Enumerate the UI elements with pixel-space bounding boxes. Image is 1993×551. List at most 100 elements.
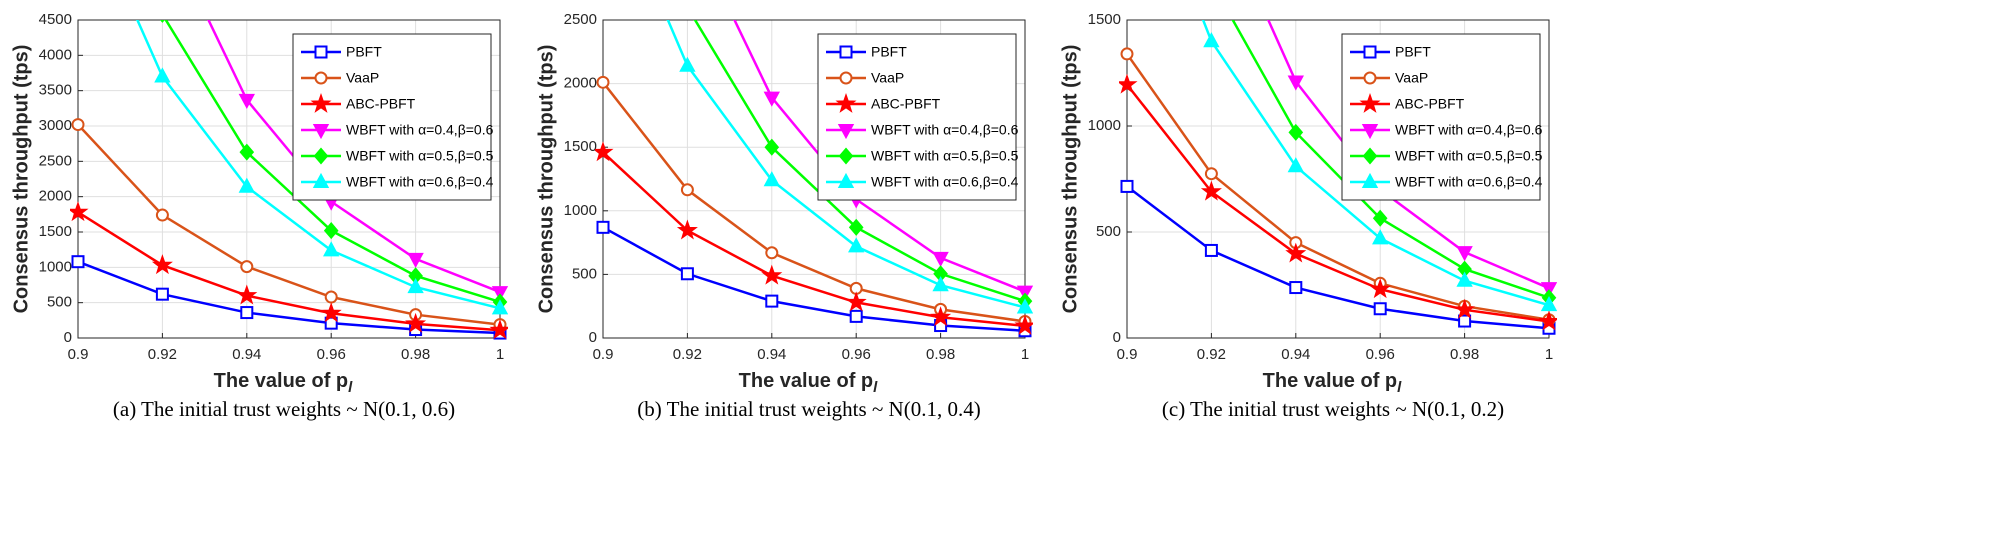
marker bbox=[837, 172, 855, 188]
marker bbox=[1288, 123, 1304, 141]
legend-label: WBFT with α=0.4,β=0.6 bbox=[1395, 122, 1543, 138]
marker bbox=[238, 93, 255, 109]
marker bbox=[837, 124, 855, 140]
marker bbox=[1373, 302, 1387, 316]
marker bbox=[240, 260, 254, 274]
marker bbox=[1200, 180, 1222, 201]
marker bbox=[1359, 92, 1381, 113]
marker bbox=[1287, 75, 1304, 91]
marker bbox=[1204, 167, 1218, 181]
marker bbox=[491, 286, 508, 302]
marker bbox=[405, 312, 427, 333]
marker bbox=[765, 294, 779, 308]
y-tick-label: 4500 bbox=[39, 11, 72, 28]
marker bbox=[313, 147, 329, 165]
marker bbox=[676, 219, 698, 240]
y-tick-label: 1500 bbox=[39, 223, 72, 240]
series-line bbox=[1125, 53, 1550, 322]
marker bbox=[680, 267, 694, 281]
y-tick-label: 1500 bbox=[1088, 11, 1121, 28]
marker bbox=[1361, 124, 1379, 140]
x-label-text: The value of p bbox=[214, 370, 348, 392]
y-tick-label: 4000 bbox=[39, 46, 72, 63]
marker bbox=[595, 141, 614, 162]
marker bbox=[764, 138, 780, 156]
caption: (a) The initial trust weights ~ N(0.1, 0… bbox=[113, 397, 455, 421]
x-tick-label: 0.9 bbox=[1117, 346, 1138, 363]
y-tick-label: 1000 bbox=[564, 202, 597, 219]
axes-box bbox=[602, 19, 1026, 339]
marker bbox=[407, 278, 424, 294]
x-tick-label: 0.92 bbox=[1197, 346, 1226, 363]
marker bbox=[932, 276, 949, 292]
x-tick-label: 0.96 bbox=[1366, 346, 1395, 363]
x-tick-label: 0.92 bbox=[148, 346, 177, 363]
marker bbox=[1538, 310, 1557, 331]
x-tick-label: 0.94 bbox=[232, 346, 261, 363]
plot-area bbox=[70, 20, 508, 340]
marker bbox=[236, 284, 258, 305]
marker bbox=[1016, 285, 1033, 301]
legend-box bbox=[817, 33, 1017, 201]
marker bbox=[1540, 282, 1557, 298]
marker bbox=[1285, 242, 1307, 263]
legend-label: WBFT with α=0.5,β=0.5 bbox=[1395, 148, 1543, 164]
marker bbox=[596, 220, 610, 234]
y-tick-label: 2000 bbox=[39, 188, 72, 205]
marker bbox=[70, 201, 89, 222]
x-label-text: The value of p bbox=[739, 370, 873, 392]
marker bbox=[765, 246, 779, 260]
marker bbox=[1203, 32, 1220, 48]
marker bbox=[1204, 243, 1218, 257]
marker bbox=[932, 251, 949, 267]
y-tick-label: 500 bbox=[47, 294, 72, 311]
series-line bbox=[666, 20, 1026, 309]
y-tick-label: 500 bbox=[1096, 223, 1121, 240]
y-tick-label: 0 bbox=[589, 329, 597, 346]
x-tick-label: 1 bbox=[1545, 346, 1553, 363]
series-line bbox=[77, 260, 501, 335]
y-tick-label: 3000 bbox=[39, 117, 72, 134]
x-tick-label: 0.98 bbox=[401, 346, 430, 363]
marker bbox=[240, 306, 254, 320]
y-tick-label: 500 bbox=[572, 265, 597, 282]
series-line bbox=[1126, 185, 1550, 330]
marker bbox=[1120, 47, 1134, 61]
axes-box bbox=[1126, 19, 1550, 339]
marker bbox=[1456, 271, 1473, 287]
legend-label: WBFT with α=0.6,β=0.4 bbox=[1395, 174, 1543, 190]
y-tick-label: 3500 bbox=[39, 82, 72, 99]
marker bbox=[1120, 179, 1134, 193]
marker bbox=[310, 92, 332, 113]
y-tick-label: 1500 bbox=[564, 138, 597, 155]
marker bbox=[679, 56, 696, 72]
legend-box bbox=[1341, 33, 1541, 201]
marker bbox=[1540, 296, 1557, 312]
marker bbox=[71, 118, 85, 132]
marker bbox=[930, 306, 952, 327]
x-tick-label: 0.94 bbox=[1281, 346, 1310, 363]
y-tick-label: 2500 bbox=[564, 11, 597, 28]
marker bbox=[1362, 147, 1378, 165]
caption: (c) The initial trust weights ~ N(0.1, 0… bbox=[1162, 397, 1504, 421]
plot-area bbox=[595, 20, 1033, 338]
y-tick-label: 2000 bbox=[564, 75, 597, 92]
x-axis-label: The value of pl bbox=[1263, 370, 1402, 396]
marker bbox=[1369, 278, 1391, 299]
marker bbox=[1458, 314, 1472, 328]
legend-label: PBFT bbox=[346, 44, 382, 60]
legend-label: ABC-PBFT bbox=[1395, 96, 1465, 112]
legend-label: WBFT with α=0.4,β=0.6 bbox=[346, 122, 494, 138]
legend-label: WBFT with α=0.5,β=0.5 bbox=[346, 148, 494, 164]
y-tick-label: 1000 bbox=[1088, 117, 1121, 134]
marker bbox=[312, 172, 330, 188]
marker bbox=[839, 71, 853, 85]
marker bbox=[848, 237, 865, 253]
marker bbox=[239, 143, 255, 161]
x-tick-label: 0.98 bbox=[1450, 346, 1479, 363]
y-tick-label: 0 bbox=[1113, 329, 1121, 346]
marker bbox=[835, 92, 857, 113]
series-line bbox=[602, 226, 1026, 332]
x-label-sub: l bbox=[873, 379, 878, 396]
